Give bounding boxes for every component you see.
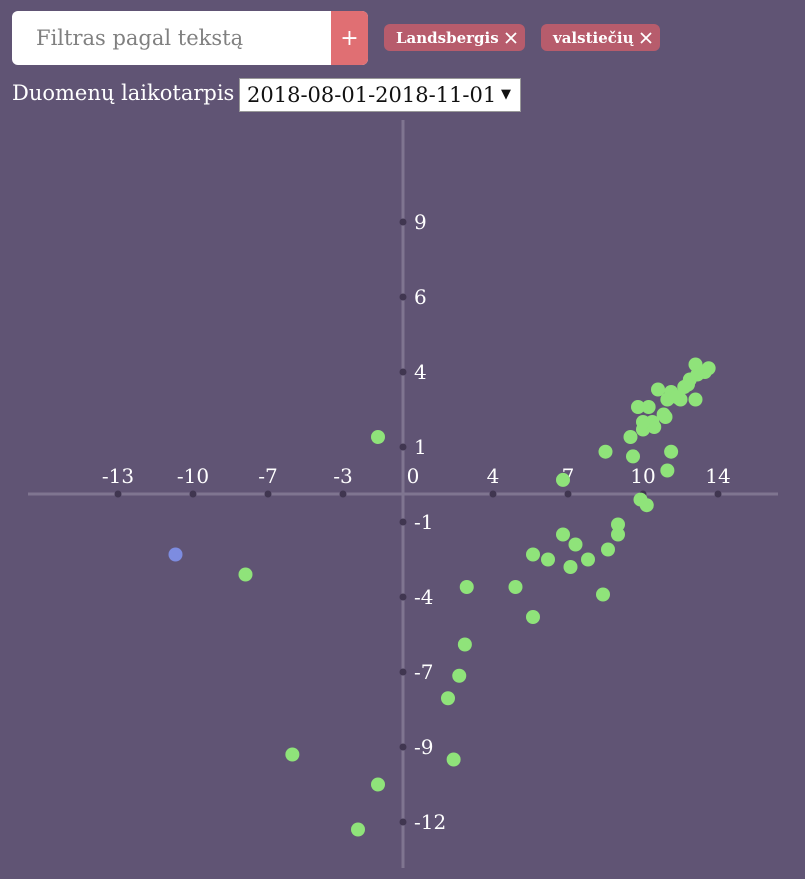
y-tick-label: -12 (414, 810, 446, 834)
x-tick-label: -13 (102, 464, 134, 488)
x-tick-mark (264, 490, 272, 498)
y-tick-mark (399, 668, 407, 676)
scatter-point[interactable] (563, 560, 578, 574)
scatter-point[interactable] (459, 580, 474, 594)
x-tick-label: 14 (705, 464, 730, 488)
x-tick-mark (114, 490, 122, 498)
scatter-point[interactable] (526, 610, 540, 624)
scatter-point[interactable] (446, 752, 461, 767)
filter-tag-landsbergis: Landsbergis (384, 24, 525, 51)
scatter-point[interactable] (238, 567, 253, 582)
x-tick-label: 0 (407, 464, 420, 488)
search-input[interactable] (12, 11, 331, 65)
scatter-point[interactable] (611, 517, 625, 532)
scatter-point[interactable] (631, 400, 645, 414)
scatter-point[interactable] (636, 415, 650, 429)
y-tick-label: 9 (414, 210, 427, 234)
x-tick-label: -3 (333, 464, 352, 488)
close-icon[interactable] (638, 30, 654, 46)
x-tick-mark (714, 490, 722, 498)
scatter-point[interactable] (371, 430, 385, 444)
y-tick-mark (399, 743, 407, 751)
x-tick-label: -7 (258, 464, 277, 488)
scatter-point[interactable] (285, 747, 300, 762)
x-ticks: -13-10-7-30471014 (102, 464, 731, 498)
scatter-point[interactable] (647, 420, 662, 434)
scatter-point[interactable] (556, 472, 570, 487)
scatter-point[interactable] (601, 542, 615, 557)
scatter-point[interactable] (371, 777, 385, 792)
scatter-point[interactable] (611, 527, 625, 542)
y-tick-mark (399, 518, 407, 526)
x-tick-mark (339, 490, 347, 498)
add-filter-button[interactable]: + (331, 11, 368, 65)
scatter-point[interactable] (581, 552, 595, 567)
y-tick-label: -4 (414, 585, 433, 609)
period-label: Duomenų laikotarpis (12, 81, 235, 105)
y-tick-label: 1 (414, 435, 427, 459)
x-tick-mark (564, 490, 572, 498)
scatter-point[interactable] (664, 444, 679, 459)
scatter-point[interactable] (660, 463, 675, 478)
filter-tag-valstieciu: valstiečių (541, 24, 660, 51)
scatter-point[interactable] (526, 547, 540, 562)
scatter-point[interactable] (568, 537, 583, 552)
y-tick-label: -1 (414, 510, 433, 534)
data-points (168, 357, 716, 837)
scatter-point[interactable] (168, 547, 183, 562)
y-tick-label: -9 (414, 735, 433, 759)
scatter-point[interactable] (623, 430, 638, 444)
scatter-point[interactable] (658, 410, 673, 424)
filter-tag-label: Landsbergis (396, 28, 499, 47)
x-tick-label: 4 (487, 464, 500, 488)
scatter-point[interactable] (651, 382, 665, 397)
y-ticks: 9 6 4 1 -1 -4 -7 -9 -12 (399, 210, 446, 834)
scatter-point[interactable] (641, 400, 656, 414)
scatter-point[interactable] (688, 392, 703, 407)
scatter-point[interactable] (598, 444, 613, 459)
scatter-point[interactable] (556, 527, 570, 542)
y-tick-label: -7 (414, 660, 433, 684)
scatter-point[interactable] (701, 361, 716, 376)
scatter-point[interactable] (541, 552, 555, 567)
scatter-point[interactable] (596, 587, 610, 602)
scatter-point[interactable] (457, 637, 472, 652)
chart-axes (28, 120, 778, 868)
scatter-point[interactable] (681, 377, 695, 392)
y-tick-mark (399, 443, 407, 451)
dropdown-arrow-icon: ▼ (501, 87, 511, 102)
search-box: + (12, 11, 368, 65)
scatter-point[interactable] (508, 580, 523, 594)
close-icon[interactable] (503, 30, 519, 46)
scatter-point[interactable] (441, 691, 455, 706)
x-tick-label: -10 (177, 464, 209, 488)
scatter-point[interactable] (626, 449, 640, 464)
scatter-point[interactable] (351, 822, 365, 837)
x-tick-label: 10 (630, 464, 655, 488)
y-tick-label: 6 (414, 285, 427, 309)
y-tick-mark (399, 368, 407, 376)
period-select-value: 2018-08-01-2018-11-01 (247, 83, 497, 107)
period-select[interactable]: 2018-08-01-2018-11-01 ▼ (239, 78, 521, 112)
y-tick-mark (399, 818, 407, 826)
x-tick-mark (489, 490, 497, 498)
scatter-point[interactable] (639, 498, 654, 513)
scatter-point[interactable] (669, 390, 684, 404)
x-tick-mark (189, 490, 197, 498)
y-tick-label: 4 (414, 360, 427, 384)
filter-tag-label: valstiečių (553, 28, 634, 47)
y-tick-mark (399, 218, 407, 226)
y-tick-mark (399, 293, 407, 301)
scatter-point[interactable] (452, 668, 467, 683)
y-tick-mark (399, 593, 407, 601)
